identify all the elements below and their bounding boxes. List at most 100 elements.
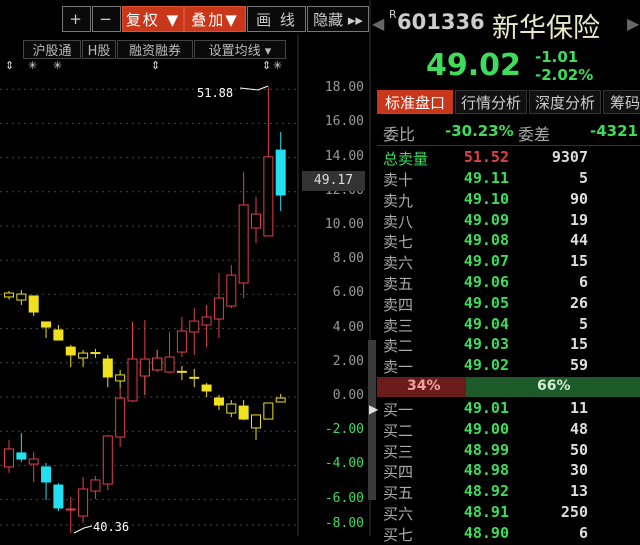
stock-candle-body[interactable] [78, 488, 89, 517]
tab-standard-book[interactable]: 标准盘口 [377, 90, 453, 114]
overlay-candle-body[interactable] [78, 352, 89, 359]
overlay-candle-body[interactable] [53, 329, 64, 341]
stock-candle-body[interactable] [139, 358, 150, 377]
overlay-candle-body[interactable] [238, 405, 249, 420]
stock-candle-body[interactable] [28, 458, 39, 465]
stock-candle-body[interactable] [226, 274, 237, 307]
hide-button[interactable]: 隐藏 ▸▸ [307, 6, 369, 32]
next-stock-arrow-icon[interactable]: ▶ [627, 14, 640, 33]
ma-settings-dropdown[interactable]: 设置均线 ▾ [194, 40, 286, 59]
ask-row[interactable]: 卖八 49.09 19 [377, 210, 640, 231]
stock-candle-body[interactable] [213, 297, 224, 320]
overlay-candle-body[interactable] [201, 384, 212, 392]
event-marker[interactable]: ⇕ [151, 59, 161, 72]
overlay-candle-body[interactable] [16, 293, 27, 301]
overlay-candle-body[interactable] [189, 376, 200, 379]
overlay-candle-body[interactable] [41, 321, 52, 328]
ask-row[interactable]: 卖一 49.02 59 [377, 355, 640, 376]
draw-line-button[interactable]: 画 线 [247, 6, 306, 32]
stock-candle-body[interactable] [238, 204, 249, 284]
h-share-button[interactable]: H股 [82, 40, 116, 59]
bid-row[interactable]: 买七 48.90 6 [377, 523, 640, 544]
stock-candle-body[interactable] [189, 320, 200, 333]
stock-candle-body[interactable] [164, 356, 175, 373]
zoom-out-button[interactable]: − [92, 6, 121, 32]
stock-candle-body[interactable] [65, 508, 76, 511]
overlay-candle-body[interactable] [28, 295, 39, 313]
event-marker[interactable]: ⇕ [5, 59, 15, 72]
tab-chips[interactable]: 筹码 [603, 90, 640, 114]
current-price-marker: 49.17 [302, 171, 365, 191]
level-volume: 50 [569, 440, 588, 459]
candlestick-chart[interactable] [0, 0, 377, 536]
ask-row[interactable]: 卖十 49.11 5 [377, 168, 640, 189]
stock-candle-body[interactable] [4, 448, 14, 468]
bid-row[interactable]: 买五 48.92 13 [377, 481, 640, 502]
prev-stock-arrow-icon[interactable]: ◀ [372, 14, 385, 33]
fuquan-dropdown[interactable]: 复权 ▼ [122, 6, 184, 32]
stock-candle-body[interactable] [152, 357, 163, 371]
scrollbar[interactable] [368, 340, 376, 500]
bid-row[interactable]: 买六 48.91 250 [377, 502, 640, 523]
y-tick-label: 18.00 [324, 80, 364, 96]
stock-candle-body[interactable] [176, 330, 187, 353]
stock-candle-body[interactable] [16, 452, 27, 460]
tab-depth-analysis[interactable]: 深度分析 [529, 90, 601, 114]
ask-row[interactable]: 卖二 49.03 15 [377, 334, 640, 355]
stock-candle-body[interactable] [41, 466, 52, 483]
ask-row[interactable]: 卖七 49.08 44 [377, 230, 640, 251]
bid-row[interactable]: 买二 49.00 48 [377, 419, 640, 440]
event-marker[interactable]: ⇕ [262, 59, 272, 72]
stock-candle-body[interactable] [127, 358, 138, 402]
level-volume: 30 [569, 461, 588, 480]
stock-candle-body[interactable] [53, 484, 64, 509]
level-price: 48.91 [463, 503, 509, 521]
weicha-label: 委差 [518, 125, 551, 144]
level-volume: 19 [569, 210, 588, 229]
stock-candle-body[interactable] [263, 156, 274, 237]
stock-candle-body[interactable] [90, 479, 101, 492]
overlay-candle-body[interactable] [251, 414, 261, 429]
level-volume: 11 [569, 399, 588, 417]
bid-row[interactable]: 买三 48.99 50 [377, 440, 640, 461]
ask-row[interactable]: 卖六 49.07 15 [377, 251, 640, 272]
level-volume: 13 [569, 482, 588, 501]
overlay-candle-body[interactable] [65, 346, 76, 356]
level-label: 卖八 [383, 212, 414, 231]
y-tick-label: 0.00 [332, 388, 364, 403]
ask-row[interactable]: 卖五 49.06 6 [377, 272, 640, 293]
overlay-dropdown[interactable]: 叠加▼ [184, 6, 246, 32]
overlay-candle-body[interactable] [226, 403, 237, 414]
ask-row[interactable]: 卖九 49.10 90 [377, 189, 640, 210]
overlay-candle-body[interactable] [90, 352, 101, 355]
level-price: 49.11 [463, 169, 509, 187]
stock-candle-body[interactable] [102, 435, 113, 485]
stock-candle-body[interactable] [251, 213, 261, 229]
hk-connect-button[interactable]: 沪股通 [23, 40, 81, 59]
overlay-candle-body[interactable] [263, 402, 274, 420]
overlay-candle-body[interactable] [176, 370, 187, 373]
r-badge: R [389, 8, 397, 21]
bid-row[interactable]: 买四 48.98 30 [377, 460, 640, 481]
zoom-in-button[interactable]: + [62, 6, 91, 32]
ask-row[interactable]: 卖四 49.05 26 [377, 293, 640, 314]
collapse-arrow-icon[interactable]: ▶ [369, 402, 379, 416]
overlay-candle-body[interactable] [4, 292, 14, 298]
overlay-candle-body[interactable] [213, 397, 224, 406]
weibi-value: -30.23% [445, 122, 514, 140]
ask-row[interactable]: 卖三 49.04 5 [377, 314, 640, 335]
total-sell-volume: 9307 [551, 148, 588, 166]
overlay-candle-body[interactable] [115, 374, 126, 382]
overlay-candle-body[interactable] [275, 397, 286, 403]
tab-market-analysis[interactable]: 行情分析 [455, 90, 527, 114]
overlay-candle-body[interactable] [102, 358, 113, 378]
stock-candle-body[interactable] [275, 149, 286, 196]
margin-trading-button[interactable]: 融资融券 [117, 40, 193, 59]
stock-candle-body[interactable] [201, 316, 212, 326]
level-price: 49.04 [463, 314, 509, 333]
stock-candle-body[interactable] [115, 397, 126, 438]
event-marker[interactable]: ✳ [53, 59, 63, 72]
bid-row[interactable]: 买一 49.01 11 [377, 398, 640, 419]
event-marker[interactable]: ✳ [28, 59, 38, 72]
event-marker[interactable]: ✳ [273, 59, 283, 72]
